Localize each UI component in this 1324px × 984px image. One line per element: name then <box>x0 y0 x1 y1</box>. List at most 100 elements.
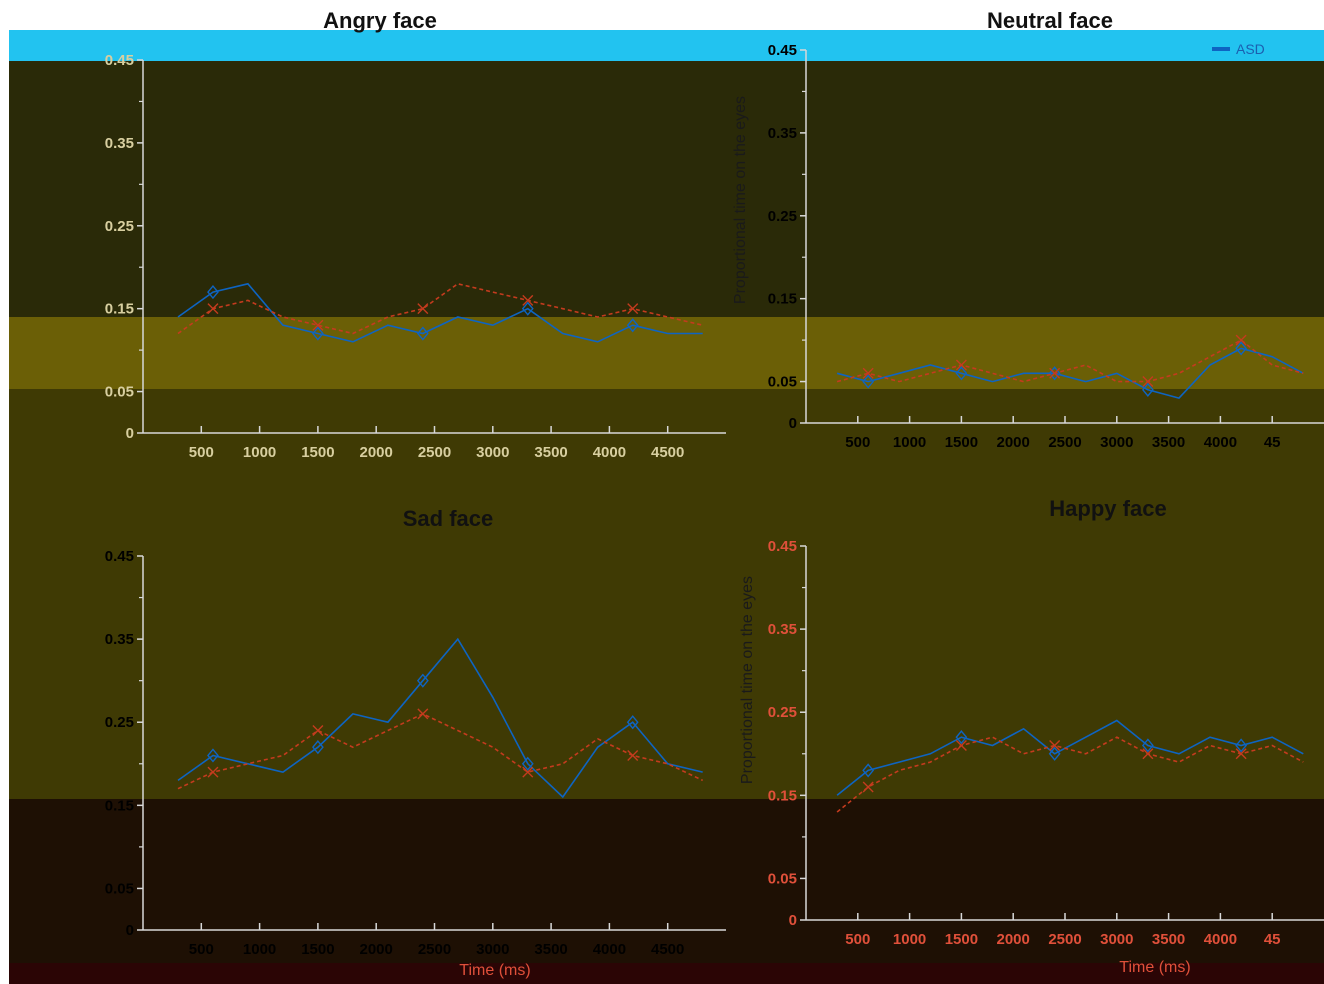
x-tick-label: 45 <box>1264 931 1281 948</box>
y-tick-label: 0.35 <box>768 621 797 638</box>
data-point-asd <box>1048 366 1061 381</box>
x-tick-label: 500 <box>845 931 870 948</box>
x-tick-label: 1500 <box>945 434 978 451</box>
data-point-td <box>627 303 639 315</box>
series-line-td <box>177 713 704 790</box>
y-tick-label: 0.25 <box>768 208 797 225</box>
data-point-td <box>862 781 874 793</box>
x-tick-label: 500 <box>189 941 214 958</box>
data-point-td <box>955 359 967 371</box>
data-point-td <box>207 766 219 778</box>
y-tick-label: 0.15 <box>105 301 134 318</box>
y-tick-label: 0 <box>126 425 134 442</box>
x-tick-label: 3500 <box>534 941 567 958</box>
x-tick-label: 1500 <box>301 941 334 958</box>
data-point-td <box>1049 739 1061 751</box>
x-axis-label: Time (ms) <box>1119 959 1190 976</box>
data-point-asd <box>1141 738 1154 753</box>
y-tick-label: 0.25 <box>105 218 134 235</box>
x-tick-label: 3000 <box>1100 434 1133 451</box>
data-point-asd <box>207 284 219 300</box>
y-tick-label: 0 <box>789 912 797 929</box>
series-line-td <box>836 736 1304 813</box>
y-axis-label: Proportional time on the eyes <box>739 576 756 784</box>
x-tick-label: 4000 <box>1204 931 1237 948</box>
color-band-maroon <box>9 963 1324 984</box>
color-band-brown <box>9 799 1324 963</box>
x-tick-label: 3500 <box>1152 434 1185 451</box>
series-line-asd <box>836 347 1304 399</box>
y-tick-label: 0.05 <box>105 384 134 401</box>
x-tick-label: 1500 <box>945 931 978 948</box>
x-tick-label: 1000 <box>893 434 926 451</box>
series-line-asd <box>836 719 1304 796</box>
x-tick-label: 4000 <box>593 941 626 958</box>
x-tick-label: 2000 <box>360 941 393 958</box>
x-tick-label: 2000 <box>360 444 393 461</box>
x-tick-label: 1500 <box>301 444 334 461</box>
x-tick-label: 4000 <box>1204 434 1237 451</box>
x-tick-label: 3500 <box>1152 931 1185 948</box>
data-point-asd <box>1235 341 1248 356</box>
y-tick-label: 0.15 <box>105 797 134 814</box>
data-point-td <box>1142 748 1154 760</box>
panel-happy: Happy face 0.45 0.35 0.25 0.15 0.05 0 500 1000 15… <box>739 496 1324 976</box>
data-point-asd <box>955 730 968 745</box>
panel-sad: Sad face 0.45 0.35 0.25 0.15 0.05 0 500 1000 1500… <box>105 506 726 979</box>
x-tick-label: 2500 <box>1048 931 1081 948</box>
panel-title: Angry face <box>323 8 437 33</box>
data-point-asd <box>1141 382 1154 397</box>
data-point-td <box>417 708 429 720</box>
y-tick-label: 0.35 <box>105 135 134 152</box>
x-tick-label: 3500 <box>534 444 567 461</box>
x-tick-label: 2500 <box>1048 434 1081 451</box>
data-point-asd <box>207 748 219 763</box>
data-point-asd <box>311 740 324 755</box>
color-band-olive2 <box>9 389 1324 799</box>
y-tick-label: 0.35 <box>105 631 134 648</box>
data-point-td <box>312 319 324 331</box>
panel-title: Neutral face <box>987 8 1113 33</box>
x-tick-label: 1000 <box>243 941 276 958</box>
data-point-asd <box>416 673 429 688</box>
y-axis-label: Proportional time on the eyes <box>732 96 749 304</box>
y-tick-label: 0.45 <box>105 52 134 69</box>
y-tick-label: 0.05 <box>768 374 797 391</box>
series-line-asd <box>177 637 703 799</box>
data-point-td <box>1235 748 1247 760</box>
series-line-td <box>177 282 703 335</box>
data-point-td <box>955 739 967 751</box>
x-tick-label: 500 <box>845 434 870 451</box>
x-tick-label: 4500 <box>651 941 684 958</box>
x-tick-label: 2500 <box>418 444 451 461</box>
y-tick-label: 0.05 <box>768 870 797 887</box>
data-point-asd <box>626 318 639 333</box>
panel-title: Happy face <box>1049 496 1166 521</box>
data-point-td <box>1142 376 1154 388</box>
x-tick-label: 500 <box>189 444 214 461</box>
x-tick-label: 45 <box>1264 434 1281 451</box>
data-point-asd <box>626 715 639 730</box>
y-tick-label: 0 <box>126 922 134 939</box>
data-point-td <box>862 367 874 379</box>
y-tick-label: 0.05 <box>105 880 134 897</box>
data-point-asd <box>311 326 324 341</box>
data-point-td <box>207 303 219 315</box>
y-tick-label: 0.15 <box>768 787 797 804</box>
y-tick-label: 0.25 <box>105 714 134 731</box>
data-point-td <box>417 303 429 315</box>
data-point-td <box>1049 367 1061 379</box>
legend-asd-label: ASD <box>1236 41 1265 57</box>
data-point-td <box>1235 334 1247 346</box>
data-point-td <box>312 725 324 737</box>
y-tick-label: 0.15 <box>768 291 797 308</box>
panel-title: Sad face <box>403 506 494 531</box>
x-tick-label: 1000 <box>243 444 276 461</box>
x-tick-label: 4500 <box>651 444 684 461</box>
color-band-dark <box>9 61 1324 317</box>
data-point-td <box>522 294 534 306</box>
x-tick-label: 2500 <box>418 941 451 958</box>
x-axis-label: Time (ms) <box>459 962 530 979</box>
panel-neutral: Neutral face 0.45 0.35 0.25 0.15 0.05 0 500 1000… <box>732 8 1324 451</box>
